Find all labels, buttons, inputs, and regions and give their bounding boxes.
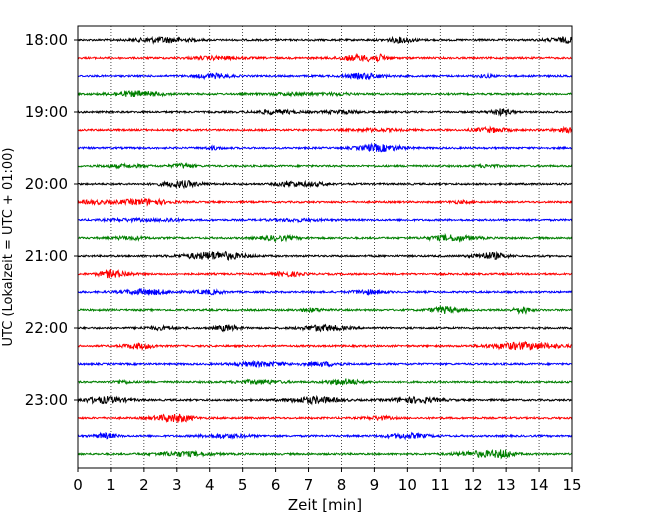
trace-2215 xyxy=(77,340,573,352)
x-tick-label-11: 11 xyxy=(431,476,450,494)
trace-2015 xyxy=(77,197,573,207)
x-tick-label-10: 10 xyxy=(398,476,417,494)
x-axis-label: Zeit [min] xyxy=(288,496,362,514)
y-tick-label-1900: 19:00 xyxy=(25,103,68,121)
trace-1845 xyxy=(77,90,573,98)
trace-1815 xyxy=(77,52,573,63)
trace-2315 xyxy=(77,413,573,424)
y-tick-label-2100: 21:00 xyxy=(25,247,68,265)
trace-2230 xyxy=(77,359,573,369)
plot-frame xyxy=(77,25,573,469)
x-tick-label-0: 0 xyxy=(73,476,83,494)
trace-1830 xyxy=(77,72,573,81)
trace-2245 xyxy=(77,378,573,386)
trace-2330 xyxy=(77,431,573,441)
x-tick-label-6: 6 xyxy=(271,476,281,494)
y-tick-label-2000: 20:00 xyxy=(25,175,68,193)
x-tick-label-8: 8 xyxy=(337,476,347,494)
x-tick-label-3: 3 xyxy=(172,476,182,494)
x-tick-label-1: 1 xyxy=(106,476,116,494)
trace-1915 xyxy=(77,125,573,135)
trace-1900 xyxy=(77,108,573,118)
trace-2130 xyxy=(77,287,573,296)
trace-1800 xyxy=(77,35,573,45)
x-tick-label-7: 7 xyxy=(304,476,314,494)
y-tick-label-2200: 22:00 xyxy=(25,319,68,337)
x-tick-label-4: 4 xyxy=(205,476,215,494)
y-axis-label: UTC (Lokalzeit = UTC + 01:00) xyxy=(1,148,16,347)
trace-2045 xyxy=(77,232,573,243)
x-tick-label-13: 13 xyxy=(497,476,516,494)
trace-2345 xyxy=(77,449,573,460)
trace-2300 xyxy=(77,394,573,406)
x-tick-label-9: 9 xyxy=(370,476,380,494)
trace-1945 xyxy=(77,161,573,170)
trace-2145 xyxy=(77,304,573,316)
x-axis-ticks: 0 1 2 3 4 5 6 7 8 9 10 11 12 13 14 15 xyxy=(73,468,582,494)
trace-2000 xyxy=(77,179,573,190)
trace-2115 xyxy=(77,268,573,279)
trace-1930 xyxy=(77,142,573,153)
trace-2200 xyxy=(77,323,573,333)
x-tick-label-15: 15 xyxy=(562,476,581,494)
seismic-traces xyxy=(77,35,573,460)
trace-2100 xyxy=(77,250,573,261)
y-tick-label-2300: 23:00 xyxy=(25,391,68,409)
y-axis-ticks: 18:00 19:00 20:00 21:00 22:00 23:00 xyxy=(25,31,78,409)
x-tick-label-2: 2 xyxy=(139,476,149,494)
x-tick-label-12: 12 xyxy=(464,476,483,494)
x-tick-label-5: 5 xyxy=(238,476,248,494)
plot-background xyxy=(78,26,572,468)
y-tick-label-1800: 18:00 xyxy=(25,31,68,49)
x-tick-label-14: 14 xyxy=(530,476,549,494)
trace-2030 xyxy=(77,216,573,224)
